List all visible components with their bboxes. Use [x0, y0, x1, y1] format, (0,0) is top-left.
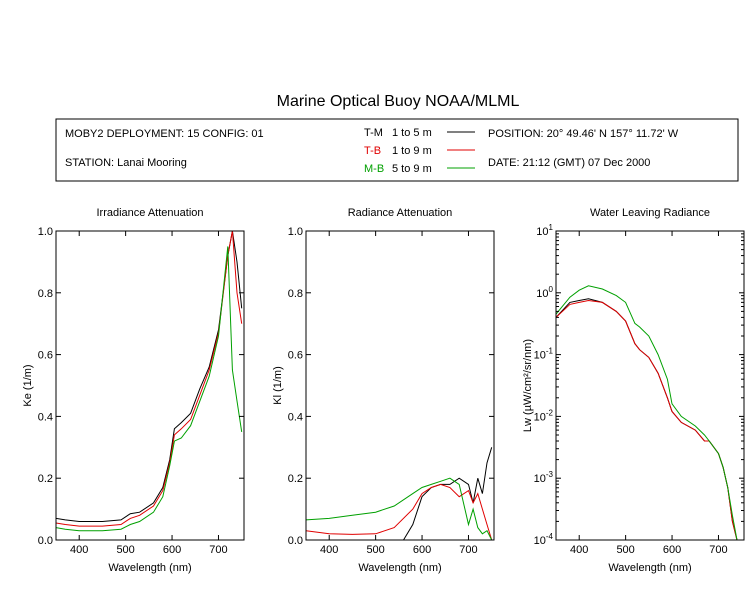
series-line-m-b [56, 246, 243, 532]
y-tick-label: 0.6 [38, 350, 53, 362]
series-line-m-b [556, 285, 738, 540]
series-group [556, 285, 738, 540]
chart-panel-1: Irradiance Attenuation 400 500 600 700 0.0 0.2… [22, 207, 245, 574]
y-tick-label: 0.8 [288, 288, 303, 300]
chart-title: Irradiance Attenuation [96, 207, 203, 219]
series-line-t-m [556, 298, 738, 540]
x-tick-label: 400 [320, 544, 338, 556]
x-tick-label: 600 [413, 544, 431, 556]
x-tick-label: 400 [70, 544, 88, 556]
series-line-t-b [556, 299, 738, 540]
y-axis-label: Lw (µW/cm²/sr/nm) [522, 339, 534, 432]
y-tick-label: 101 [536, 223, 553, 238]
y-tick-label: 1.0 [38, 226, 53, 238]
y-tick-label: 0.8 [38, 288, 53, 300]
plot-frame [305, 230, 495, 541]
legend-range: 1 to 9 m [392, 145, 432, 157]
x-tick-label: 700 [209, 544, 227, 556]
x-tick-label: 700 [709, 544, 727, 556]
y-tick-label: 100 [536, 285, 553, 300]
x-axis-label: Wavelength (nm) [108, 562, 191, 574]
plot-frame [55, 230, 245, 541]
y-tick-label: 10-2 [534, 408, 554, 423]
y-tick-label: 0.2 [38, 473, 53, 485]
y-tick-label: 0.0 [288, 535, 303, 547]
series-line-t-m [56, 231, 243, 522]
y-tick-label: 0.2 [288, 473, 303, 485]
series-group [306, 447, 493, 540]
legend-range: 5 to 9 m [392, 163, 432, 175]
date-text: DATE: 21:12 (GMT) 07 Dec 2000 [488, 157, 650, 169]
chart-title: Water Leaving Radiance [590, 207, 710, 219]
chart-panel-2: Radiance Attenuation 400 500 600 700 0.0 0.2 0.… [272, 207, 495, 574]
x-tick-label: 700 [459, 544, 477, 556]
y-tick-label: 10-3 [534, 470, 554, 485]
figure-title: Marine Optical Buoy NOAA/MLML [277, 93, 520, 110]
chart-title: Radiance Attenuation [348, 207, 453, 219]
chart-panel-3: Water Leaving Radiance 400 500 600 700 101 100… [522, 207, 745, 574]
y-tick-label: 10-1 [534, 347, 554, 362]
x-tick-label: 600 [163, 544, 181, 556]
y-tick-label: 0.4 [288, 411, 303, 423]
series-line-t-m [403, 447, 493, 540]
legend-range: 1 to 5 m [392, 127, 432, 139]
x-tick-label: 600 [663, 544, 681, 556]
series-line-t-b [306, 483, 493, 540]
legend-code: T-B [364, 145, 381, 157]
info-box [55, 118, 739, 182]
x-tick-label: 500 [616, 544, 634, 556]
y-axis-label: Kl (1/m) [272, 366, 284, 405]
charts: Irradiance Attenuation 400 500 600 700 0.0 0.2… [22, 207, 745, 574]
y-tick-label: 0.0 [38, 535, 53, 547]
series-group [56, 231, 243, 532]
y-tick-label: 1.0 [288, 226, 303, 238]
legend-item-m-b: M-B 5 to 9 m [364, 163, 475, 175]
legend-code: T-M [364, 127, 383, 139]
plot-frame [555, 230, 745, 541]
x-tick-label: 500 [366, 544, 384, 556]
legend: T-M 1 to 5 m T-B 1 to 9 m M-B 5 to 9 m [364, 127, 475, 175]
y-tick-label: 10-4 [534, 532, 554, 547]
series-line-t-b [56, 231, 243, 527]
station-text: STATION: Lanai Mooring [65, 157, 187, 169]
x-tick-label: 500 [116, 544, 134, 556]
legend-item-t-m: T-M 1 to 5 m [364, 127, 475, 139]
position-text: POSITION: 20° 49.46' N 157° 11.72' W [488, 128, 679, 140]
legend-code: M-B [364, 163, 384, 175]
y-tick-label: 0.4 [38, 411, 53, 423]
x-tick-label: 400 [570, 544, 588, 556]
legend-item-t-b: T-B 1 to 9 m [364, 145, 475, 157]
y-tick-label: 0.6 [288, 350, 303, 362]
y-axis-label: Ke (1/m) [22, 364, 34, 406]
x-axis-label: Wavelength (nm) [608, 562, 691, 574]
deployment-text: MOBY2 DEPLOYMENT: 15 CONFIG: 01 [65, 128, 264, 140]
x-axis-label: Wavelength (nm) [358, 562, 441, 574]
series-line-m-b [306, 477, 493, 540]
